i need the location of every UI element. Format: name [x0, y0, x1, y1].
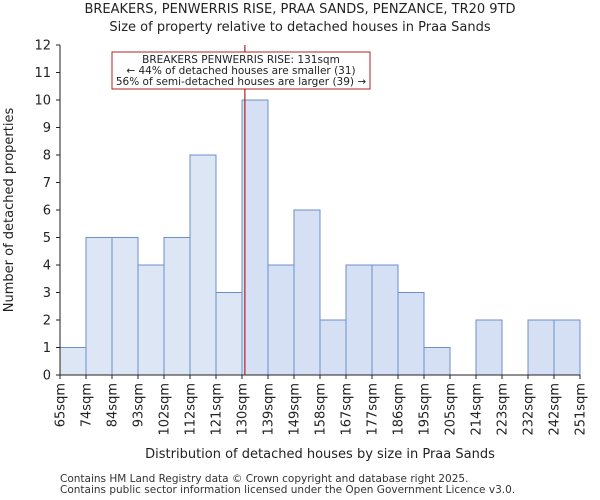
x-tick-label: 93sqm: [132, 383, 147, 427]
annotation-rect: [111, 51, 371, 90]
bars-group: [59, 99, 581, 376]
y-tick-label: 1: [43, 341, 51, 356]
x-tick-label: 84sqm: [106, 383, 121, 427]
x-tick-label: 130sqm: [236, 383, 251, 436]
x-axis-label: Distribution of detached houses by size …: [145, 447, 495, 462]
bar-214sqm: [475, 319, 503, 376]
chart-subtitle: Size of property relative to detached ho…: [109, 20, 491, 35]
bar-177sqm: [371, 264, 399, 376]
x-tick-label: 65sqm: [54, 383, 69, 427]
x-tick-label: 251sqm: [574, 383, 589, 436]
annotation-line-2: ← 44% of detached houses are smaller (31…: [126, 65, 355, 77]
bar-102sqm: [163, 237, 191, 376]
x-tick-label: 139sqm: [262, 383, 277, 436]
bar-74sqm: [85, 237, 113, 376]
y-tick-label: 8: [43, 149, 51, 164]
x-tick-label: 74sqm: [80, 383, 95, 427]
x-tick-label: 121sqm: [210, 383, 225, 436]
y-tick-label: 0: [43, 369, 51, 384]
footer-licence: Contains public sector information licen…: [60, 484, 516, 496]
bar-121sqm: [215, 292, 243, 376]
x-axis: 65sqm 74sqm 84sqm 93sqm 102sqm 112sqm 121sqm 13…: [54, 374, 589, 436]
bar-158sqm: [319, 319, 347, 376]
x-tick-label: 242sqm: [548, 383, 563, 436]
bar-84sqm: [111, 237, 139, 376]
x-tick-label: 102sqm: [158, 383, 173, 436]
bar-195sqm: [423, 347, 451, 376]
bar-130sqm: [241, 99, 269, 376]
x-tick-label: 167sqm: [340, 383, 355, 436]
x-tick-label: 149sqm: [288, 383, 303, 436]
x-tick-label: 232sqm: [522, 383, 537, 436]
annotation-line-3: 56% of semi-detached houses are larger (…: [116, 76, 367, 88]
bar-112sqm: [189, 154, 217, 376]
annotation-line-1: BREAKERS PENWERRIS RISE: 131sqm: [142, 54, 340, 66]
x-tick-label: 214sqm: [470, 383, 485, 436]
annotation-box: BREAKERS PENWERRIS RISE: 131sqm ← 44% of…: [111, 51, 371, 90]
x-tick-label: 186sqm: [392, 383, 407, 436]
x-tick-label: 205sqm: [444, 383, 459, 436]
bar-242sqm: [553, 319, 581, 376]
y-tick-label: 3: [43, 286, 51, 301]
bar-232sqm: [527, 319, 555, 376]
y-axis-label: Number of detached properties: [2, 108, 17, 313]
y-tick-label: 12: [34, 39, 51, 54]
y-tick-label: 9: [43, 121, 51, 136]
bar-149sqm: [293, 209, 321, 376]
x-tick-label: 158sqm: [314, 383, 329, 436]
bar-186sqm: [397, 292, 425, 376]
y-tick-label: 6: [43, 204, 51, 219]
y-tick-label: 7: [43, 176, 51, 191]
bar-93sqm: [137, 264, 165, 376]
bar-139sqm: [267, 264, 295, 376]
footer-copyright: Contains HM Land Registry data © Crown c…: [60, 473, 469, 485]
x-tick-label: 223sqm: [496, 383, 511, 436]
y-tick-label: 11: [34, 66, 51, 81]
chart-title: BREAKERS, PENWERRIS RISE, PRAA SANDS, PE…: [84, 2, 516, 17]
bar-167sqm: [345, 264, 373, 376]
bar-65sqm: [59, 347, 87, 376]
y-tick-label: 2: [43, 314, 51, 329]
x-tick-label: 195sqm: [418, 383, 433, 436]
x-tick-label: 177sqm: [366, 383, 381, 436]
y-tick-label: 4: [43, 259, 51, 274]
x-tick-label: 112sqm: [184, 383, 199, 436]
y-tick-label: 5: [43, 231, 51, 246]
y-tick-label: 10: [34, 94, 51, 109]
